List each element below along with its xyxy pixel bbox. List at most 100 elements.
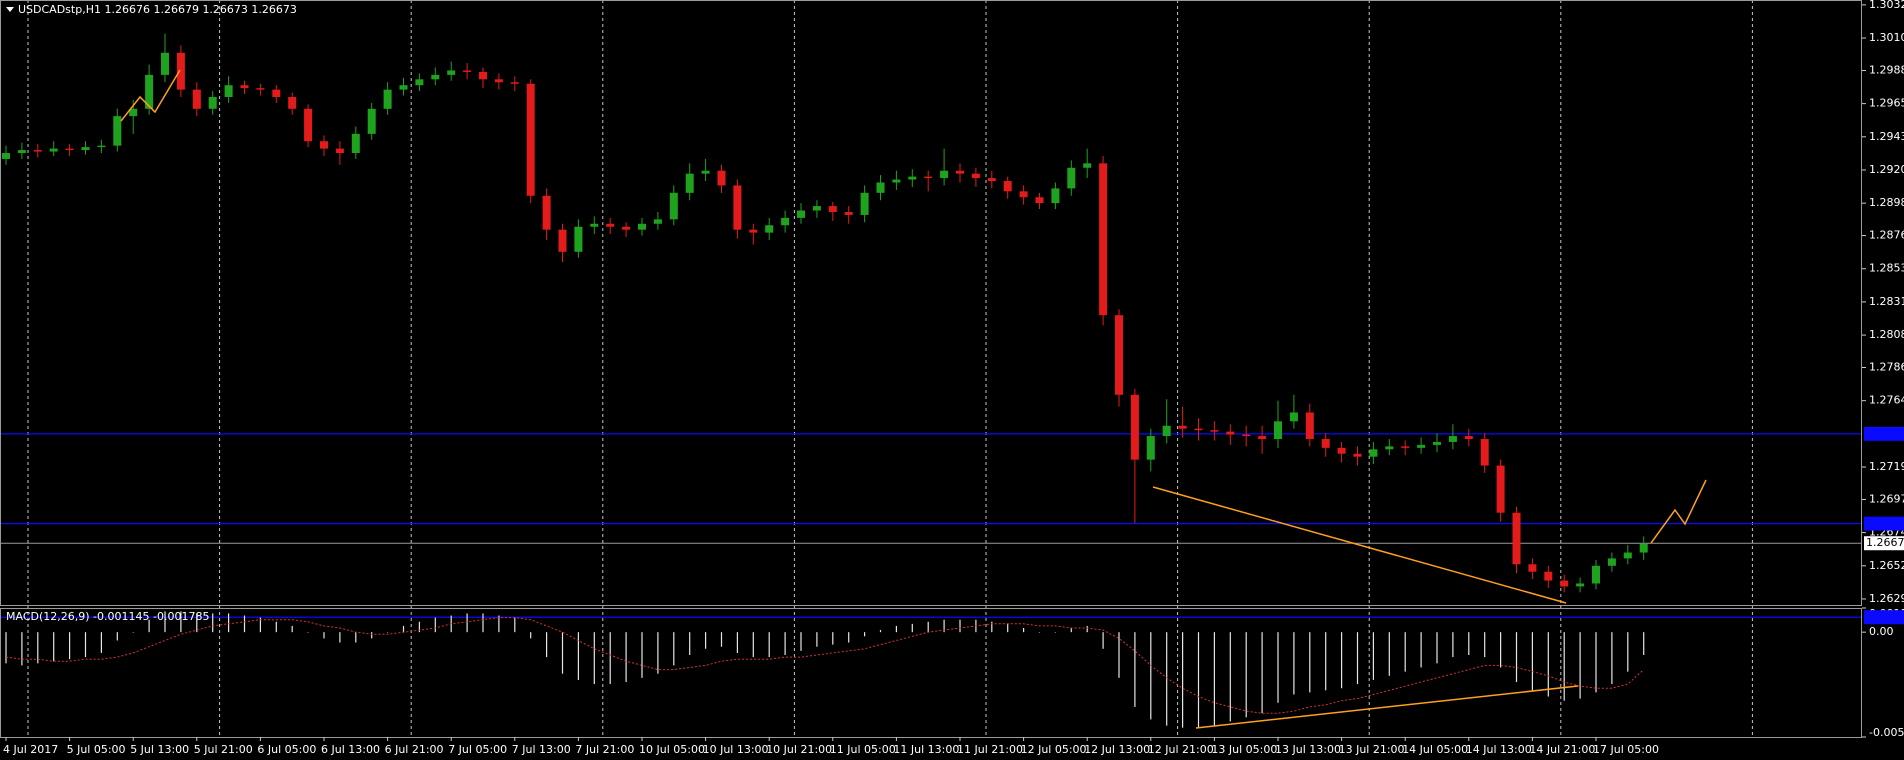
candle-body (494, 79, 503, 83)
x-tick-label: 7 Jul 21:00 (575, 743, 634, 756)
y-tick-label: 1.28760 (1869, 229, 1904, 242)
x-tick-label: 13 Jul 21:00 (1339, 743, 1405, 756)
candle-body (1560, 580, 1569, 587)
candle-body (351, 133, 360, 154)
candle-body (1305, 412, 1314, 440)
candle-body (192, 89, 201, 109)
candle-body (399, 85, 408, 90)
candle-body (1258, 436, 1267, 440)
candle-body (145, 74, 154, 109)
x-tick-label: 6 Jul 21:00 (385, 743, 444, 756)
candle-body (33, 150, 42, 152)
x-tick-label: 14 Jul 21:00 (1529, 743, 1595, 756)
price-label: 1.26673 (1866, 536, 1904, 549)
candle-body (765, 225, 774, 233)
x-tick-label: 11 Jul 21:00 (957, 743, 1023, 756)
candle-body (876, 182, 885, 193)
x-tick-label: 14 Jul 13:00 (1466, 743, 1532, 756)
candle-body (240, 85, 249, 89)
y-tick-label: 1.30100 (1869, 31, 1904, 44)
candle-body (1146, 436, 1155, 460)
candle-body (447, 70, 456, 75)
x-tick-label: 13 Jul 13:00 (1275, 743, 1341, 756)
y-tick-label: 1.29430 (1869, 130, 1904, 143)
x-tick-label: 13 Jul 05:00 (1211, 743, 1277, 756)
y-tick-label: 1.26970 (1869, 492, 1904, 505)
candle-body (1607, 558, 1616, 566)
y-tick-label: 1.29205 (1869, 163, 1904, 176)
candle-body (65, 148, 74, 151)
candle-body (463, 70, 472, 72)
candle-body (1512, 512, 1521, 565)
candle-body (1178, 425, 1187, 429)
candle-body (1623, 552, 1632, 559)
x-tick-label: 4 Jul 2017 (3, 743, 58, 756)
x-tick-label: 12 Jul 21:00 (1148, 743, 1214, 756)
y-tick-label: 1.28535 (1869, 262, 1904, 275)
candle-body (383, 89, 392, 109)
candle-body (256, 88, 265, 90)
candle-body (971, 173, 980, 179)
candle-body (1051, 188, 1060, 204)
candle-body (1242, 434, 1251, 437)
candle-body (479, 71, 487, 80)
x-tick-label: 6 Jul 13:00 (321, 743, 380, 756)
x-tick-label: 10 Jul 05:00 (639, 743, 705, 756)
x-tick-label: 7 Jul 13:00 (512, 743, 571, 756)
x-tick-label: 11 Jul 05:00 (830, 743, 896, 756)
candle-body (733, 185, 742, 230)
y-tick-label: 1.29655 (1869, 97, 1904, 110)
candle-body (1083, 163, 1092, 168)
grid (0, 0, 1866, 738)
candle-body (701, 170, 710, 174)
candle-body (940, 170, 949, 179)
candle-body (431, 74, 440, 80)
y-tick-label: 1.27865 (1869, 361, 1904, 374)
candle-body (590, 223, 599, 227)
candle-body (1321, 439, 1330, 448)
macd-panel-border (0, 608, 1862, 738)
candle-body (558, 229, 567, 252)
candle-body (956, 170, 964, 174)
candle-body (717, 170, 726, 186)
price-label-box (1864, 536, 1904, 551)
candle-body (1369, 449, 1378, 457)
candle-body (1099, 163, 1108, 316)
candle-body (224, 85, 233, 98)
x-tick-label: 11 Jul 13:00 (893, 743, 959, 756)
y-tick-label: 1.28085 (1869, 328, 1904, 341)
candle-body (542, 195, 551, 230)
candle-body (1639, 543, 1648, 553)
candle-body (638, 223, 646, 230)
chart-title: USDCADstp,H1 1.26676 1.26679 1.26673 1.2… (18, 3, 297, 16)
candle-body (1448, 436, 1457, 442)
macd-trend-line (1195, 685, 1579, 729)
y-tick-label: 1.28980 (1869, 196, 1904, 209)
candle-body (320, 141, 328, 149)
candle-body (1226, 431, 1235, 435)
candle-body (97, 145, 106, 148)
candle-body (1496, 465, 1505, 513)
x-tick-label: 12 Jul 05:00 (1021, 743, 1087, 756)
candle-body (1067, 167, 1076, 189)
candle-body (987, 178, 996, 182)
candle-body (1210, 430, 1219, 432)
candle-body (1417, 444, 1426, 448)
x-tick-label: 12 Jul 13:00 (1084, 743, 1150, 756)
y-tick-label: 1.26295 (1869, 592, 1904, 605)
candle-body (924, 176, 933, 179)
macd-y-tick-label: -0.005047 (1869, 726, 1904, 739)
y-tick-label: 1.27640 (1869, 394, 1904, 407)
x-tick-label: 5 Jul 13:00 (130, 743, 189, 756)
candle-body (272, 89, 281, 98)
x-tick-label: 10 Jul 21:00 (766, 743, 832, 756)
candle-body (1433, 441, 1441, 445)
forecast-drawing (1650, 479, 1707, 544)
macd-title: MACD(12,26,9) -0.001145 -0.001785 (6, 610, 209, 623)
candle-body (1401, 446, 1410, 448)
candle-body (685, 173, 694, 193)
y-tick-label: 1.26520 (1869, 559, 1904, 572)
